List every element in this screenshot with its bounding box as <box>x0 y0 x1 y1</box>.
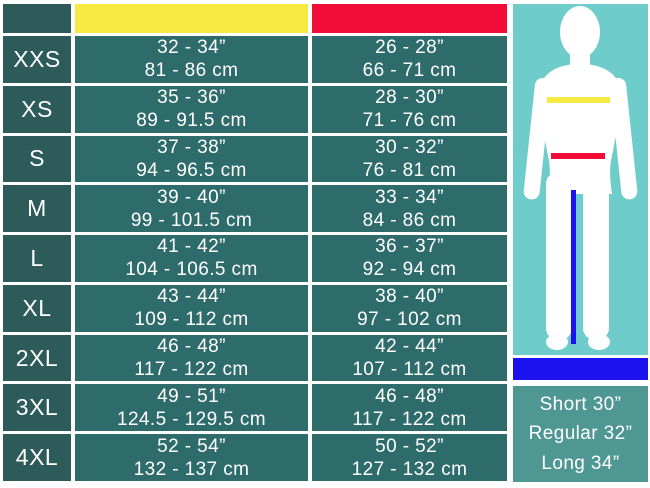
waist-inches: 36 - 37” <box>375 236 444 258</box>
chest-cm: 109 - 112 cm <box>134 309 249 331</box>
waist-header-swatch <box>312 4 507 33</box>
inseam-option: Regular 32” <box>528 423 633 444</box>
size-label: L <box>3 235 71 282</box>
chest-cm: 117 - 122 cm <box>134 359 249 381</box>
chest-range-cell: 39 - 40” 99 - 101.5 cm <box>75 185 308 233</box>
size-label: XXS <box>3 36 71 83</box>
waist-cm: 117 - 122 cm <box>352 408 467 430</box>
chest-inches: 43 - 44” <box>157 286 226 308</box>
waist-cm: 84 - 86 cm <box>362 209 457 231</box>
chest-range-cell: 46 - 48” 117 - 122 cm <box>75 334 308 382</box>
waist-range-cell: 46 - 48” 117 - 122 cm <box>312 384 507 432</box>
waist-inches: 50 - 52” <box>375 435 444 457</box>
chest-cm: 124.5 - 129.5 cm <box>117 408 266 430</box>
body-silhouette <box>523 6 638 350</box>
chest-inches: 52 - 54” <box>157 435 226 457</box>
chest-range-cell: 43 - 44” 109 - 112 cm <box>75 284 308 332</box>
chest-measure-line <box>547 97 610 103</box>
chest-range-cell: 37 - 38” 94 - 96.5 cm <box>75 135 308 183</box>
size-label: 4XL <box>3 434 71 481</box>
waist-cm: 71 - 76 cm <box>362 110 457 132</box>
chest-range-cell: 49 - 51” 124.5 - 129.5 cm <box>75 384 308 432</box>
chest-range-cell: 41 - 42” 104 - 106.5 cm <box>75 235 308 282</box>
chest-cm: 89 - 91.5 cm <box>136 110 247 132</box>
chest-inches: 32 - 34” <box>157 37 226 59</box>
inseam-measure-line <box>571 190 576 344</box>
inseam-header-swatch <box>513 358 648 380</box>
chest-range-cell: 35 - 36” 89 - 91.5 cm <box>75 85 308 133</box>
size-label: S <box>3 135 71 183</box>
waist-range-cell: 33 - 34” 84 - 86 cm <box>312 185 507 233</box>
waist-cm: 66 - 71 cm <box>362 60 457 82</box>
chest-header-swatch <box>75 4 308 33</box>
waist-inches: 33 - 34” <box>375 186 444 208</box>
waist-cm: 107 - 112 cm <box>352 359 467 381</box>
chest-range-cell: 32 - 34” 81 - 86 cm <box>75 36 308 83</box>
waist-inches: 42 - 44” <box>375 336 444 358</box>
size-label: XS <box>3 85 71 133</box>
waist-range-cell: 42 - 44” 107 - 112 cm <box>312 334 507 382</box>
chest-cm: 94 - 96.5 cm <box>136 159 247 181</box>
waist-range-cell: 30 - 32” 76 - 81 cm <box>312 135 507 183</box>
chest-inches: 49 - 51” <box>157 385 226 407</box>
size-label: M <box>3 185 71 233</box>
waist-inches: 38 - 40” <box>375 286 444 308</box>
chest-cm: 81 - 86 cm <box>144 60 239 82</box>
body-figure-panel <box>513 4 648 355</box>
chest-cm: 104 - 106.5 cm <box>125 259 258 281</box>
corner-cell <box>3 4 71 33</box>
waist-range-cell: 38 - 40” 97 - 102 cm <box>312 284 507 332</box>
inseam-option: Long 34” <box>541 452 620 474</box>
waist-cm: 97 - 102 cm <box>357 309 462 331</box>
waist-cm: 76 - 81 cm <box>362 159 457 181</box>
waist-cm: 92 - 94 cm <box>362 259 457 281</box>
waist-inches: 30 - 32” <box>375 136 444 158</box>
chest-range-cell: 52 - 54” 132 - 137 cm <box>75 434 308 481</box>
size-table: XXS 32 - 34” 81 - 86 cm 26 - 28” 66 - 71… <box>3 4 507 481</box>
chest-inches: 37 - 38” <box>157 136 226 158</box>
chest-inches: 41 - 42” <box>157 236 226 258</box>
inseam-option: Short 30” <box>539 393 622 415</box>
waist-inches: 26 - 28” <box>375 37 444 59</box>
waist-range-cell: 28 - 30” 71 - 76 cm <box>312 85 507 133</box>
waist-measure-line <box>551 153 605 159</box>
chest-inches: 35 - 36” <box>157 87 226 109</box>
chest-inches: 46 - 48” <box>157 336 226 358</box>
chest-cm: 99 - 101.5 cm <box>130 209 253 231</box>
size-label: 2XL <box>3 334 71 382</box>
chest-inches: 39 - 40” <box>157 186 226 208</box>
chest-cm: 132 - 137 cm <box>133 458 250 480</box>
size-label: XL <box>3 284 71 332</box>
waist-inches: 28 - 30” <box>375 87 444 109</box>
size-label: 3XL <box>3 384 71 432</box>
inseam-options-panel: Short 30” Regular 32” Long 34” <box>513 386 648 482</box>
waist-cm: 127 - 132 cm <box>351 458 468 480</box>
waist-range-cell: 36 - 37” 92 - 94 cm <box>312 235 507 282</box>
waist-range-cell: 50 - 52” 127 - 132 cm <box>312 434 507 481</box>
waist-range-cell: 26 - 28” 66 - 71 cm <box>312 36 507 83</box>
waist-inches: 46 - 48” <box>375 385 444 407</box>
